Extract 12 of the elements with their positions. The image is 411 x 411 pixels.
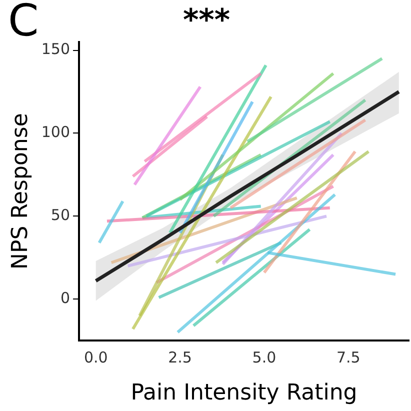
y-axis-title: NPS Response [8,113,33,270]
y-tick-label: 50 [50,206,70,224]
x-tick-label: 7.5 [336,348,360,366]
x-axis-title: Pain Intensity Rating [130,380,358,406]
y-tick-label: 150 [41,40,70,58]
chart-title: *** [182,2,230,38]
x-tick-label: 2.5 [168,348,192,366]
x-tick-label: 5.0 [252,348,276,366]
y-tick-label: 100 [41,123,70,142]
y-tick-label: 0 [60,289,70,308]
x-tick-label: 0.0 [84,348,108,366]
text: C [8,0,39,46]
